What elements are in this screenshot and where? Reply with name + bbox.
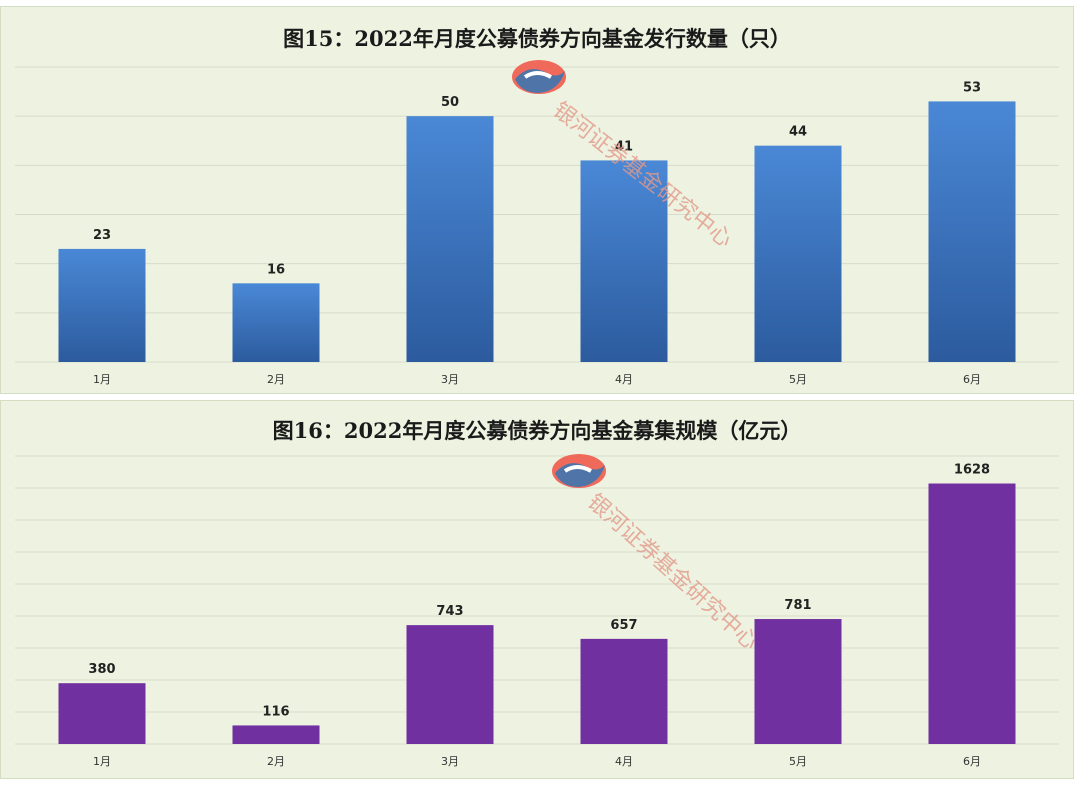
bar-value-label: 50 <box>441 95 459 110</box>
bar-value-label: 44 <box>789 125 807 140</box>
bar-value-label: 53 <box>963 80 981 95</box>
chart-panel-issuance-count: 图15：2022年月度公募债券方向基金发行数量（只） 23 1月 16 2月 50 3月 4… <box>0 6 1074 394</box>
bar-value-label: 16 <box>267 262 285 277</box>
x-tick-label: 1月 <box>93 755 111 768</box>
chart-title: 图15：2022年月度公募债券方向基金发行数量（只） <box>283 26 791 51</box>
bar-4 <box>580 638 668 744</box>
bar-chart-fundraising-size: 380 1月 116 2月 743 3月 657 4月 781 5月 1628 6月 <box>15 455 1059 768</box>
x-tick-label: 4月 <box>615 373 633 386</box>
bar-5 <box>754 619 842 744</box>
bar-4 <box>580 160 668 362</box>
bar-value-label: 380 <box>88 662 115 677</box>
bar-1 <box>58 248 146 362</box>
x-tick-label: 6月 <box>963 373 981 386</box>
bar-6 <box>928 101 1016 363</box>
bar-value-label: 781 <box>784 598 811 613</box>
bar-3 <box>406 625 494 744</box>
x-tick-label: 4月 <box>615 755 633 768</box>
chart-panel-fundraising-size: 图16：2022年月度公募债券方向基金募集规模（亿元） 380 1月 116 2月 74… <box>0 400 1074 779</box>
bar-5 <box>754 145 842 362</box>
chart-title: 图16：2022年月度公募债券方向基金募集规模（亿元） <box>272 418 802 443</box>
bar-6 <box>928 483 1016 744</box>
bar-value-label: 1628 <box>954 463 990 478</box>
x-tick-label: 6月 <box>963 755 981 768</box>
bar-3 <box>406 116 494 363</box>
x-tick-label: 5月 <box>789 373 807 386</box>
bar-chart-issuance-count: 23 1月 16 2月 50 3月 41 4月 44 5月 53 6月 <box>15 66 1059 386</box>
bar-value-label: 41 <box>615 139 633 154</box>
x-tick-label: 2月 <box>267 755 285 768</box>
x-tick-label: 3月 <box>441 755 459 768</box>
bar-2 <box>232 283 320 362</box>
bar-2 <box>232 725 320 744</box>
x-tick-label: 5月 <box>789 755 807 768</box>
bar-value-label: 657 <box>610 618 637 633</box>
x-tick-label: 3月 <box>441 373 459 386</box>
x-tick-label: 2月 <box>267 373 285 386</box>
x-tick-label: 1月 <box>93 373 111 386</box>
bar-value-label: 116 <box>262 704 289 719</box>
bar-1 <box>58 683 146 744</box>
bar-value-label: 743 <box>436 604 463 619</box>
bar-value-label: 23 <box>93 228 111 243</box>
